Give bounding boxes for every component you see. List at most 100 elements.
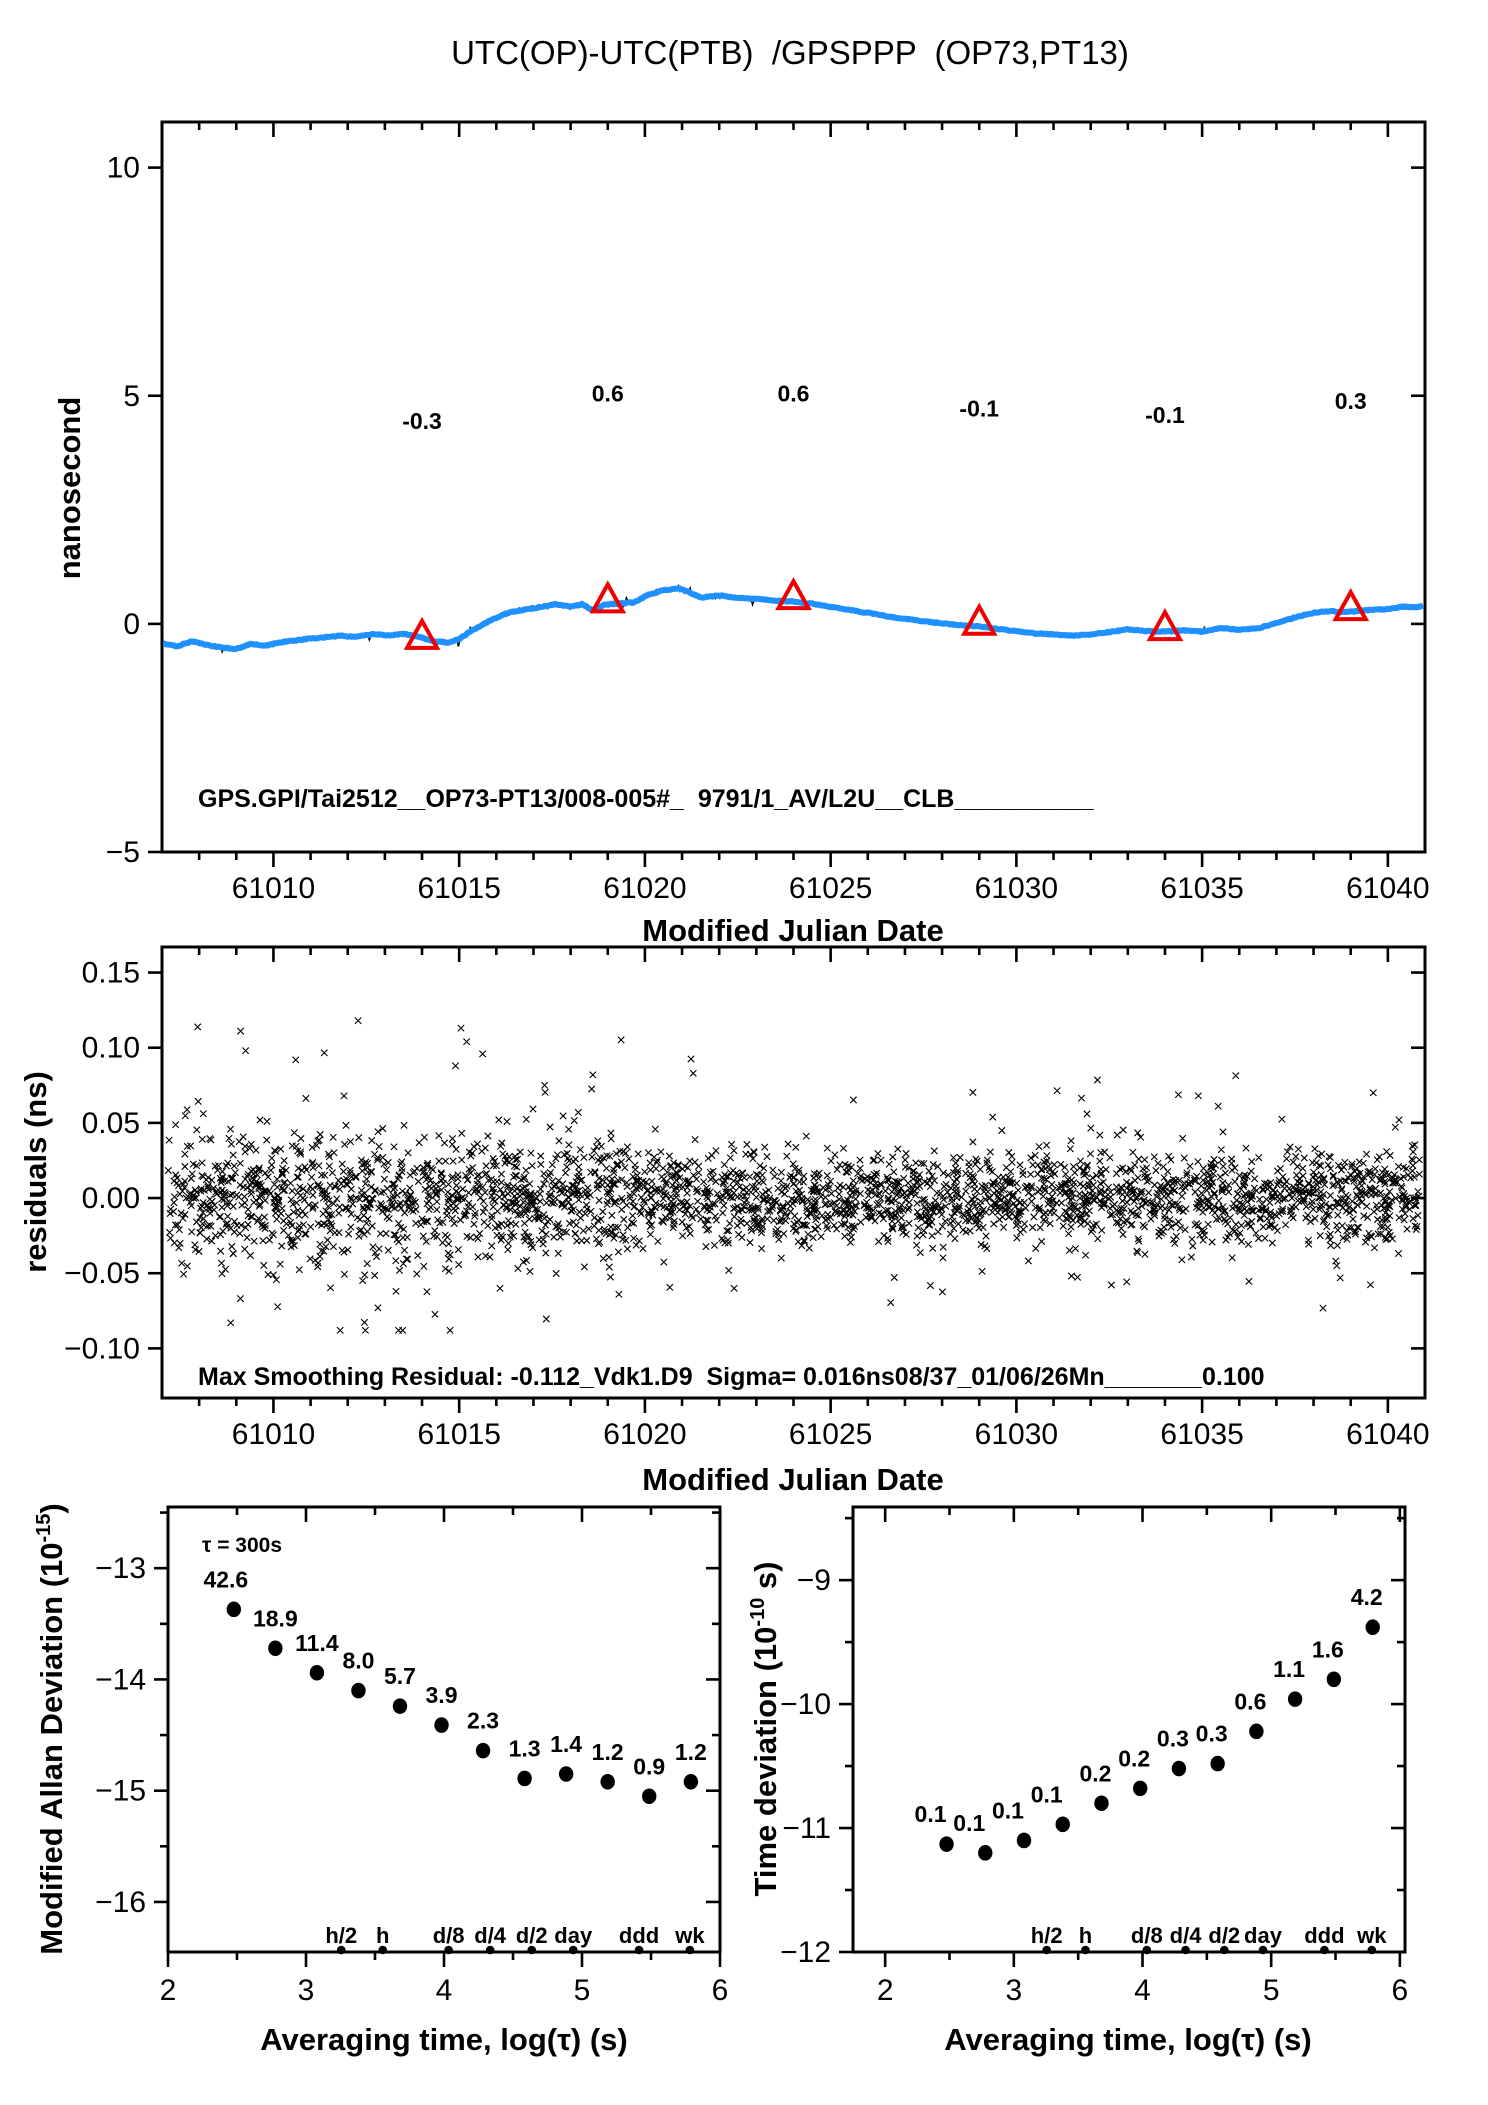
- x-tick-label: 4: [1134, 1974, 1151, 2007]
- calibration-triangle-marker: [1146, 608, 1184, 642]
- tau-interval-label: day: [554, 1923, 593, 1948]
- middle-ylabel: residuals (ns): [18, 1071, 53, 1273]
- data-point: [434, 1717, 449, 1733]
- point-value-label: 18.9: [253, 1605, 298, 1631]
- x-tick-label: 5: [1263, 1974, 1280, 2007]
- tdev-ylabel: Time deviation (10-10 s): [747, 1562, 783, 1897]
- point-value-label: 0.2: [1079, 1760, 1111, 1786]
- calibration-value-label: 0.6: [592, 380, 624, 406]
- calibration-value-label: -0.1: [959, 396, 999, 422]
- point-value-label: 0.9: [633, 1753, 665, 1779]
- data-point: [226, 1601, 242, 1618]
- mdev-xlabel: Averaging time, log(τ) (s): [260, 2022, 628, 2057]
- plot-frame: [851, 1505, 1407, 1954]
- x-tick-label: 61030: [975, 1418, 1058, 1451]
- data-point: [939, 1836, 954, 1852]
- tau-interval-label: day: [1244, 1923, 1283, 1948]
- y-tick-label: −14: [95, 1663, 146, 1696]
- x-tick-label: 61025: [789, 872, 872, 905]
- data-point: [475, 1742, 491, 1759]
- data-point: [1210, 1755, 1225, 1772]
- tau-interval-label: h: [376, 1923, 389, 1948]
- tau-baseline-dot: [1320, 1945, 1329, 1955]
- data-point: [1287, 1691, 1303, 1707]
- calibration-value-label: 0.3: [1335, 388, 1367, 414]
- calibration-value-label: 0.6: [778, 380, 810, 406]
- raw-data-trace: [163, 583, 1424, 654]
- tau-baseline-dot: [568, 1945, 578, 1955]
- point-value-label: 2.3: [467, 1708, 499, 1734]
- x-tick-label: 5: [574, 1974, 591, 2007]
- top-ylabel: nanosecond: [52, 397, 87, 580]
- tau-baseline-dot: [444, 1945, 453, 1955]
- tau-interval-label: wk: [1356, 1923, 1387, 1948]
- figure-title: UTC(OP)-UTC(PTB) /GPSPPP (OP73,PT13): [451, 34, 1129, 71]
- tau-baseline-dot: [1142, 1945, 1152, 1955]
- data-point: [351, 1682, 366, 1699]
- calibration-triangle-marker: [403, 616, 441, 650]
- tau-baseline-dot: [1081, 1945, 1090, 1955]
- x-tick-label: 6: [712, 1974, 729, 2007]
- x-tick-label: 6: [1392, 1974, 1409, 2007]
- x-tick-label: 61035: [1160, 872, 1243, 905]
- x-tick-label: 61010: [232, 872, 315, 905]
- data-point: [600, 1773, 615, 1790]
- data-point: [558, 1766, 574, 1782]
- point-value-label: 0.3: [1157, 1726, 1189, 1752]
- tau-interval-label: ddd: [619, 1923, 659, 1948]
- point-value-label: 1.4: [550, 1731, 582, 1757]
- x-tick-label: 61025: [789, 1418, 872, 1451]
- y-tick-label: −11: [782, 1812, 831, 1845]
- x-tick-label: 61035: [1160, 1418, 1243, 1451]
- point-value-label: 8.0: [342, 1648, 374, 1674]
- y-tick-label: 10: [107, 152, 140, 185]
- middle-xlabel: Modified Julian Date: [642, 1462, 943, 1497]
- data-point: [309, 1664, 325, 1681]
- tau-baseline-dot: [336, 1945, 346, 1955]
- tdev-xlabel: Averaging time, log(τ) (s): [944, 2022, 1312, 2057]
- tau-baseline-dot: [1181, 1945, 1190, 1955]
- data-point: [642, 1788, 657, 1805]
- y-tick-label: −0.10: [64, 1332, 140, 1365]
- calibration-triangle-marker: [1332, 587, 1370, 622]
- point-value-label: 0.1: [953, 1810, 985, 1836]
- point-value-label: 1.3: [509, 1735, 541, 1761]
- data-point: [1326, 1671, 1342, 1688]
- utc-curve: [163, 583, 1424, 654]
- x-tick-label: 61020: [603, 872, 686, 905]
- calibration-value-label: -0.3: [402, 408, 442, 434]
- data-point: [1055, 1816, 1070, 1833]
- data-point: [683, 1773, 699, 1790]
- tau-interval-label: wk: [674, 1923, 705, 1948]
- tau-baseline-dot: [527, 1945, 536, 1955]
- x-tick-label: 61030: [975, 872, 1058, 905]
- point-value-label: 0.2: [1118, 1745, 1150, 1771]
- x-tick-label: 61040: [1346, 1418, 1429, 1451]
- data-point: [1365, 1619, 1380, 1636]
- tau-interval-label: ddd: [1304, 1923, 1344, 1948]
- y-tick-label: 0.05: [82, 1107, 140, 1140]
- tau-note: τ = 300s: [202, 1534, 282, 1557]
- point-value-label: 0.3: [1196, 1721, 1228, 1747]
- top-info-line: GPS.GPI/Tai2512__OP73-PT13/008-005#_ 979…: [198, 785, 1095, 813]
- calibration-triangle-marker: [960, 602, 998, 636]
- top-xlabel: Modified Julian Date: [642, 913, 943, 948]
- mdev-plot: 2 3 4 5 6 −13 −14 −15 −16 42.618.911.48.0 5.7 3.9 2.…: [95, 1505, 729, 2007]
- point-value-label: 0.6: [1234, 1688, 1266, 1714]
- x-tick-label: 4: [436, 1974, 453, 2007]
- x-tick-label: 61010: [232, 1418, 315, 1451]
- tau-baseline-dot: [1258, 1945, 1268, 1955]
- y-tick-label: 0.00: [82, 1182, 140, 1215]
- plot-frame: [160, 120, 1427, 854]
- point-value-label: 0.1: [915, 1801, 947, 1827]
- data-point: [978, 1845, 993, 1861]
- tau-baseline-dot: [378, 1945, 388, 1955]
- residual-scatter: [164, 1017, 1423, 1334]
- calibration-value-label: -0.1: [1145, 402, 1185, 428]
- y-tick-label: −13: [95, 1552, 146, 1585]
- tau-baseline-dot: [1367, 1945, 1377, 1955]
- utc-difference-plot: 61010 61015 61020 61025 61030 61035 61040 −5 0 5 1…: [106, 120, 1430, 905]
- data-point: [268, 1640, 283, 1657]
